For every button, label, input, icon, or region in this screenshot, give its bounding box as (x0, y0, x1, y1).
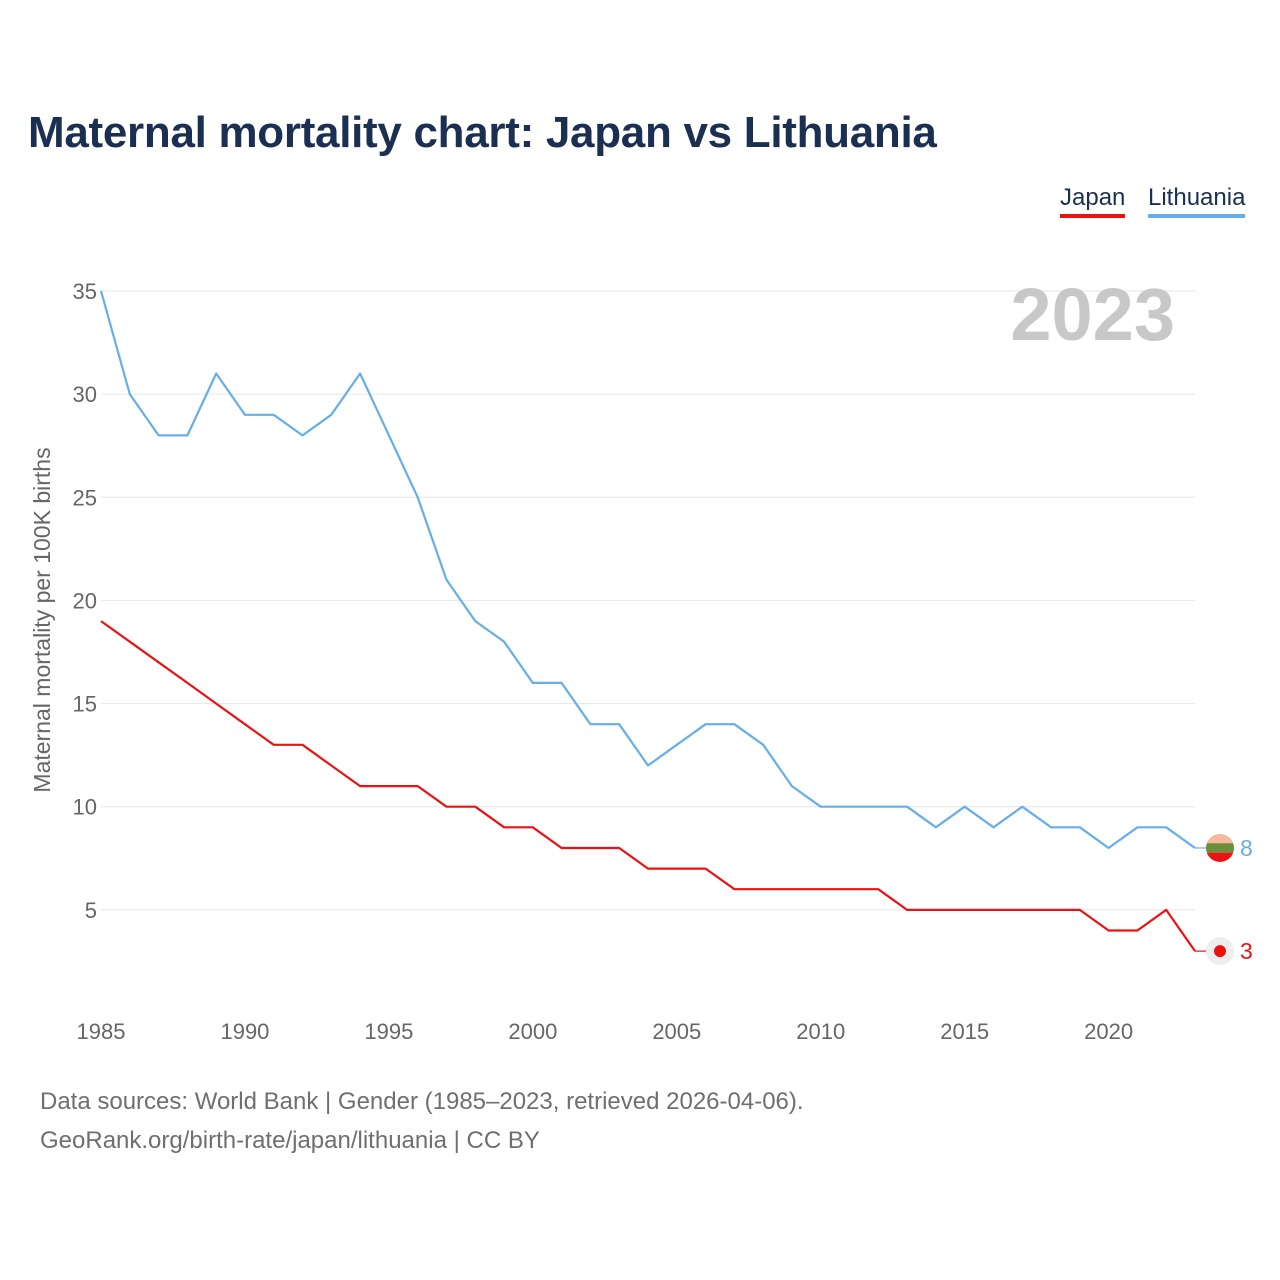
end-value-label-lithuania: 8 (1240, 835, 1253, 861)
x-tick-label: 2010 (796, 1019, 845, 1044)
x-tick-label: 2005 (652, 1019, 701, 1044)
x-tick-label: 1985 (77, 1019, 126, 1044)
x-tick-label: 2000 (508, 1019, 557, 1044)
y-tick-label: 15 (73, 692, 97, 717)
gridlines (101, 290, 1195, 911)
end-value-label-japan: 3 (1240, 938, 1253, 964)
legend-item-japan[interactable]: Japan (1060, 184, 1126, 218)
flag-stripe-top (1206, 833, 1234, 844)
y-tick-label: 25 (73, 485, 97, 510)
y-tick-label: 10 (73, 795, 97, 820)
series-lines (99, 290, 1196, 952)
y-tick-label: 5 (85, 898, 97, 923)
x-tick-label: 1990 (220, 1019, 269, 1044)
end-markers: 38 (1195, 833, 1253, 966)
y-axis-label: Maternal mortality per 100K births (29, 447, 55, 792)
flag-stripe-middle (1206, 843, 1234, 853)
x-tick-label: 1995 (364, 1019, 413, 1044)
current-year-display: 2023 (1010, 273, 1175, 356)
y-axis-ticks: 5 10 15 20 25 30 35 (73, 279, 97, 923)
data-source-note: Data sources: World Bank | Gender (1985–… (40, 1088, 804, 1115)
y-tick-label: 30 (73, 382, 97, 407)
x-tick-label: 2020 (1084, 1019, 1133, 1044)
x-tick-label: 2015 (940, 1019, 989, 1044)
y-tick-label: 20 (73, 588, 97, 613)
y-tick-label: 35 (73, 279, 97, 304)
japan-flag-disc (1214, 945, 1226, 958)
legend-item-lithuania[interactable]: Lithuania (1148, 184, 1246, 218)
x-axis-ticks: 1985 1990 1995 2000 2005 2010 2015 2020 (77, 1019, 1134, 1044)
series-line-japan (100, 620, 1196, 952)
chart-title: Maternal mortality chart: Japan vs Lithu… (28, 108, 937, 157)
lithuania-flag-icon (1206, 833, 1234, 862)
attribution-link[interactable]: GeoRank.org/birth-rate/japan/lithuania |… (40, 1127, 540, 1154)
series-line-lithuania (99, 290, 1196, 850)
flag-stripe-bottom (1206, 852, 1234, 862)
